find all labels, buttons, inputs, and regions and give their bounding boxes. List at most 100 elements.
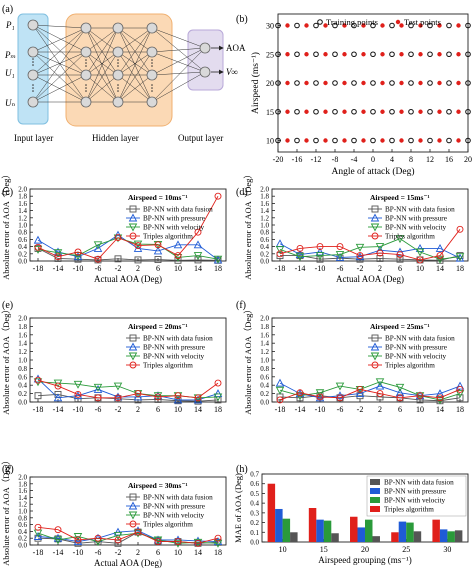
input-label-p1: P₁: [5, 20, 15, 30]
nn-node: [199, 42, 211, 54]
series-line: [279, 238, 461, 260]
ellipsis-dot: [151, 62, 153, 64]
data-point: [153, 246, 163, 255]
data-point: [335, 252, 345, 261]
data-point: [53, 249, 63, 258]
data-point: [396, 255, 404, 263]
x-tick-label: -6: [337, 405, 344, 414]
x-tick-label: 18: [456, 264, 464, 273]
y-tick-label: 0.0: [260, 258, 269, 266]
panel-label-d: (d): [236, 187, 248, 198]
nn-edge: [32, 24, 87, 53]
data-point: [53, 393, 63, 402]
x-tick-label: 18: [456, 405, 464, 414]
bar: [323, 520, 332, 542]
bar: [413, 531, 422, 542]
legend-label: BP-NN with data fusion: [385, 335, 455, 343]
data-point: [335, 251, 345, 259]
y-tick-label: 1.4: [260, 207, 269, 215]
test-point: [456, 23, 461, 28]
ellipsis-dot: [151, 90, 153, 92]
training-point: [427, 108, 433, 115]
training-point: [351, 108, 357, 115]
legend-label-test: Test points: [404, 17, 441, 27]
y-tick-label: 0.4: [260, 382, 269, 390]
nn-node: [27, 96, 39, 108]
nn-edge: [117, 27, 153, 53]
training-point: [427, 22, 433, 29]
nn-edge: [32, 51, 87, 103]
legend-label: BP-NN with velocity: [143, 224, 204, 232]
test-point: [437, 80, 442, 86]
legend-marker: [129, 232, 137, 240]
training-point: [294, 108, 300, 115]
x-tick-label: -6: [337, 264, 344, 273]
test-point: [342, 80, 347, 86]
x-tick-label: -6: [95, 264, 102, 273]
input-label-u1: U₁: [5, 68, 15, 78]
data-point: [194, 394, 202, 402]
nn-nodes: [27, 19, 211, 108]
ellipsis-dot: [85, 62, 87, 64]
x-tick-label: 10: [174, 264, 182, 273]
training-point: [275, 80, 281, 86]
bar: [406, 522, 414, 542]
legend-swatch: [370, 506, 380, 512]
x-tick-label: 10: [174, 548, 182, 557]
nn-edge: [117, 51, 153, 76]
data-point: [315, 393, 325, 402]
nn-edge: [85, 27, 119, 53]
airspeed-annotation: Airspeed = 30ms⁻¹: [128, 481, 188, 490]
ellipsis-dot: [85, 84, 87, 86]
data-point: [33, 235, 43, 244]
test-point: [456, 109, 461, 114]
data-point: [355, 389, 365, 398]
y-tick-label: 0.6: [18, 236, 27, 244]
data-point: [174, 397, 182, 405]
x-tick-label: -18: [33, 548, 44, 557]
chart-f: (f)-18 -14 -10 -6 -2 2 6 10 14 180.00.20.40.60.81…: [236, 300, 469, 415]
y-tick-label: 0.6: [18, 373, 27, 381]
test-point: [399, 109, 404, 114]
data-point: [214, 538, 222, 546]
test-point: [285, 138, 290, 143]
series-line: [37, 530, 219, 543]
y-axis-label: Absolute error of AOA（Deg）: [1, 305, 11, 415]
data-point: [193, 252, 203, 261]
series-line: [37, 195, 219, 260]
data-point: [316, 255, 324, 263]
nn-node: [80, 22, 92, 34]
y-axis-label: Airspeed (ms⁻¹): [250, 52, 261, 114]
nn-edge: [151, 51, 206, 73]
ellipsis-dot: [85, 65, 87, 67]
y-tick-label: 1.2: [260, 348, 269, 356]
legend-label: BP-NN with data fusion: [143, 494, 213, 502]
series-line: [279, 382, 461, 399]
ellipsis-dot: [32, 87, 34, 89]
data-point: [153, 536, 163, 545]
output-label-vinf: V∞: [226, 67, 238, 77]
legend-marker: [129, 205, 137, 213]
data-point: [436, 394, 444, 402]
test-point: [285, 23, 290, 28]
legend-swatch: [370, 479, 380, 485]
data-point: [154, 256, 162, 264]
test-point: [323, 23, 328, 28]
x-tick-label: 14: [436, 405, 444, 414]
training-point: [294, 80, 300, 86]
bar: [454, 530, 463, 542]
data-point: [134, 242, 142, 249]
test-point: [380, 138, 385, 143]
x-tick-label: 2: [136, 264, 140, 273]
y-tick-label: 0.2: [18, 390, 27, 398]
x-tick-label: -8: [332, 155, 339, 164]
y-tick-label: 0.1: [250, 529, 259, 537]
x-tick-label: -14: [53, 548, 64, 557]
y-tick-label: 0.4: [250, 500, 259, 508]
data-point: [53, 533, 63, 542]
nn-edge: [85, 27, 119, 76]
legend-box: [366, 475, 467, 517]
test-point: [361, 138, 366, 143]
nn-node: [199, 66, 211, 78]
data-point: [315, 389, 325, 398]
